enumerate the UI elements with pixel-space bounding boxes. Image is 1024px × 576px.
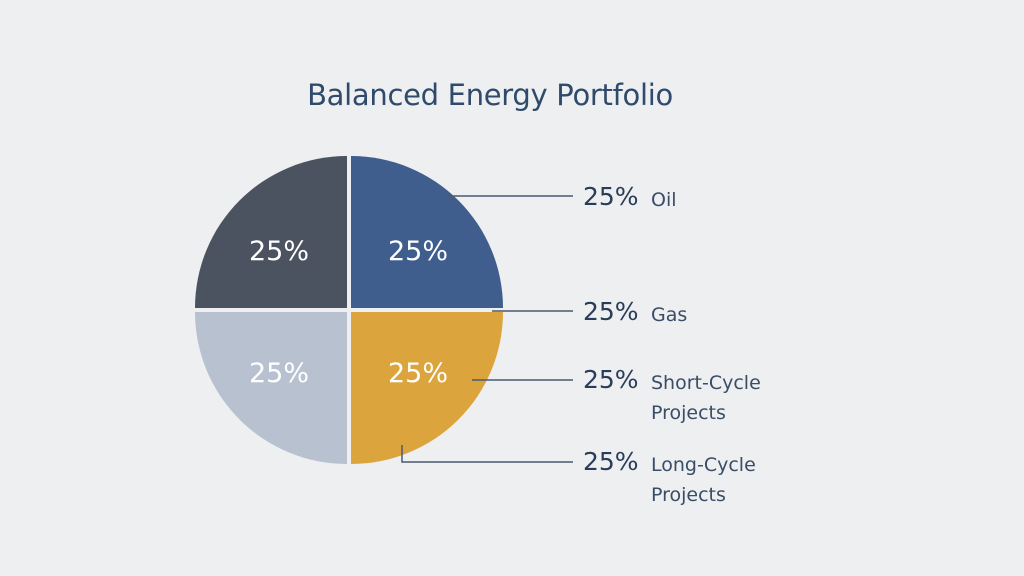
legend-item-long-cycle: 25% Long-Cycle Projects — [583, 448, 756, 510]
legend-label: Long-Cycle Projects — [651, 454, 756, 506]
legend-item-oil: 25% Oil — [583, 183, 677, 215]
slice-top-left — [195, 156, 347, 308]
chart-title: Balanced Energy Portfolio — [307, 78, 673, 112]
connector-long-cycle — [401, 445, 573, 463]
legend-pct: 25% — [583, 182, 639, 211]
slice-bottom-right — [351, 312, 503, 464]
slice-top-right — [351, 156, 503, 308]
legend-pct: 25% — [583, 297, 639, 326]
slice-label-top-right: 25% — [388, 236, 448, 267]
legend-pct: 25% — [583, 447, 639, 476]
slice-label-bottom-left: 25% — [249, 358, 309, 389]
legend-item-gas: 25% Gas — [583, 298, 687, 330]
legend-label: Gas — [651, 304, 688, 326]
slice-label-bottom-right: 25% — [388, 358, 448, 389]
legend-pct: 25% — [583, 365, 639, 394]
legend-label: Oil — [651, 189, 677, 211]
legend-item-short-cycle: 25% Short-Cycle Projects — [583, 366, 761, 428]
slice-bottom-left — [195, 312, 347, 464]
slice-label-top-left: 25% — [249, 236, 309, 267]
legend-label: Short-Cycle Projects — [651, 372, 761, 424]
